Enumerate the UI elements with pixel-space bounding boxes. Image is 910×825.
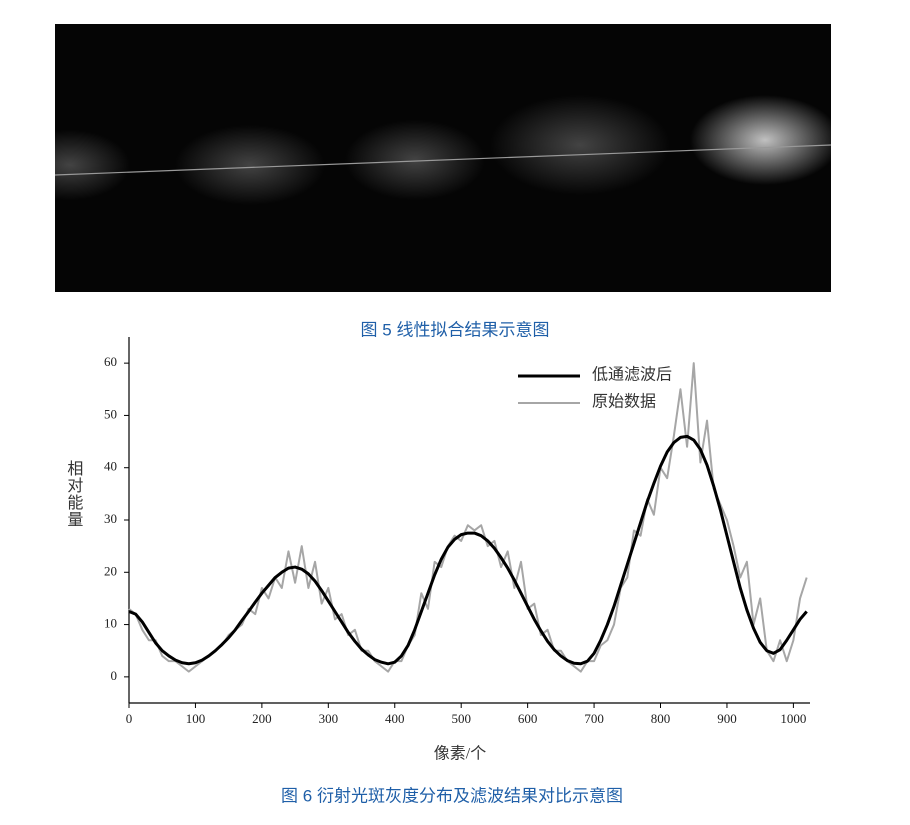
x-tick-label: 100 <box>186 711 206 726</box>
x-tick-label: 600 <box>518 711 538 726</box>
x-tick-label: 700 <box>584 711 604 726</box>
y-tick-label: 30 <box>104 511 117 526</box>
y-tick-label: 0 <box>111 668 118 683</box>
x-axis-label: 像素/个 <box>434 745 486 763</box>
figure5-image <box>10 24 840 292</box>
series-line <box>128 362 808 673</box>
x-tick-label: 500 <box>451 711 471 726</box>
x-tick-label: 800 <box>651 711 671 726</box>
figure6-caption: 图 6 衍射光斑灰度分布及滤波结果对比示意图 <box>281 786 623 805</box>
x-tick-label: 400 <box>385 711 405 726</box>
series-line <box>128 434 808 666</box>
figure5-caption: 图 5 线性拟合结果示意图 <box>361 320 550 339</box>
legend-label: 原始数据 <box>592 393 656 411</box>
y-tick-label: 20 <box>104 563 117 578</box>
x-tick-label: 0 <box>126 711 133 726</box>
y-axis-label: 相对能量 <box>64 460 83 528</box>
x-tick-label: 300 <box>319 711 339 726</box>
x-tick-label: 200 <box>252 711 272 726</box>
y-tick-label: 50 <box>104 406 117 421</box>
y-tick-label: 60 <box>104 354 117 369</box>
x-tick-label: 1000 <box>780 711 806 726</box>
legend-label: 低通滤波后 <box>592 366 672 384</box>
y-tick-label: 40 <box>104 459 117 474</box>
y-tick-label: 10 <box>104 616 117 631</box>
x-tick-label: 900 <box>717 711 737 726</box>
